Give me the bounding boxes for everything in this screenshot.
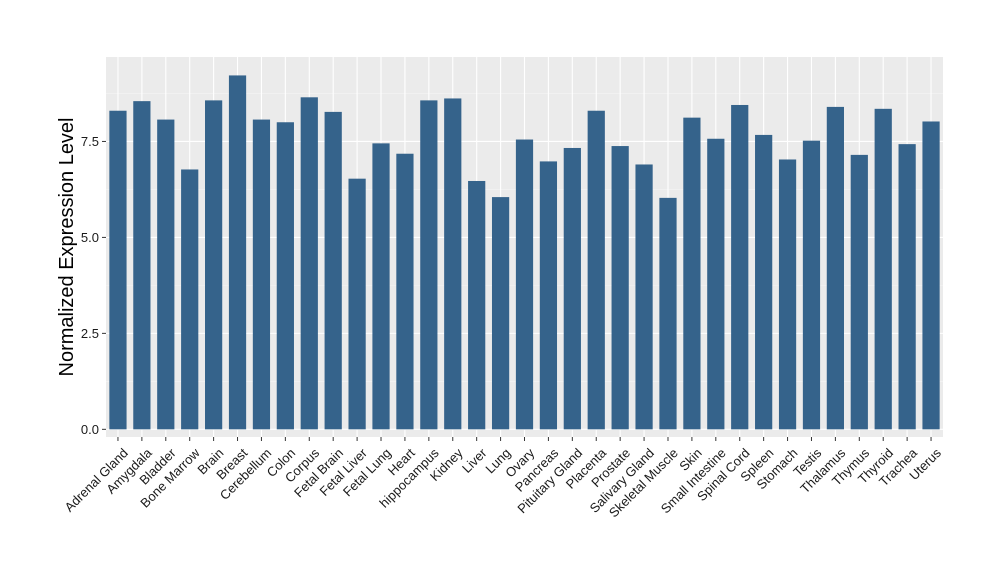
bar [228, 75, 247, 430]
bar [515, 139, 534, 430]
bar [444, 98, 462, 430]
bar [563, 147, 581, 430]
bar [755, 134, 773, 430]
bar [133, 101, 151, 430]
y-axis-ticks: 0.0 2.5 5.0 7.5 [81, 134, 106, 437]
bar [300, 97, 318, 430]
bar [109, 110, 127, 430]
y-tick-label: 0.0 [81, 422, 99, 437]
bar [850, 154, 868, 430]
bar [874, 108, 892, 430]
bar [922, 121, 940, 430]
y-axis-title: Normalized Expression Level [56, 117, 78, 376]
bar [611, 146, 629, 430]
bar [707, 138, 725, 430]
bar [826, 106, 844, 430]
y-tick-label: 5.0 [81, 230, 99, 245]
bar [157, 119, 175, 430]
bar [372, 143, 390, 430]
bar [396, 153, 414, 430]
bar [659, 197, 677, 430]
bar [324, 111, 342, 430]
bar [252, 119, 271, 430]
bar [802, 140, 821, 430]
bar [731, 104, 749, 430]
y-tick-label: 2.5 [81, 326, 99, 341]
bar [348, 178, 366, 430]
y-tick-label: 7.5 [81, 134, 99, 149]
bar [276, 122, 294, 430]
bars [109, 75, 940, 430]
bar [898, 144, 916, 430]
bar [491, 197, 510, 430]
bar [778, 159, 797, 430]
bar [539, 161, 558, 430]
x-tick-label: Liver [459, 445, 490, 476]
bar [420, 100, 438, 430]
bar [205, 100, 223, 430]
bar [181, 169, 199, 430]
bar [468, 180, 486, 430]
bar [683, 117, 701, 430]
bar [587, 110, 605, 430]
bar [635, 164, 653, 430]
